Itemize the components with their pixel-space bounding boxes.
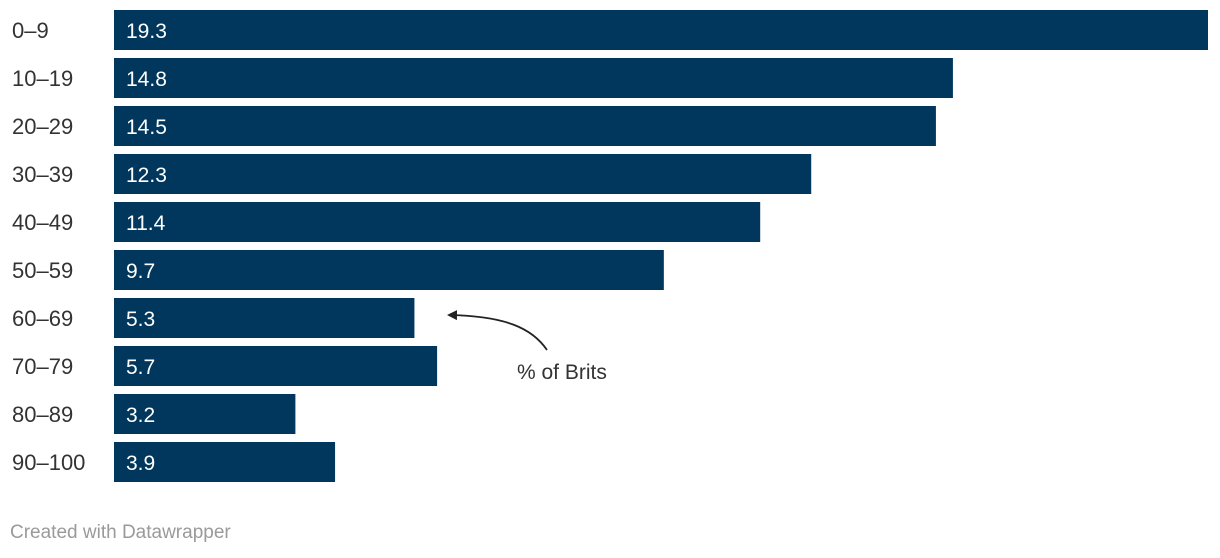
bar-value-label: 9.7 — [126, 260, 155, 283]
bar-chart: 0–9 19.3 10–19 14.8 20–29 14.5 30–39 12.3 40–49 1… — [12, 10, 1208, 482]
category-label: 70–79 — [12, 354, 73, 379]
annotation-label: % of Brits — [517, 361, 607, 384]
bar-value-label: 5.3 — [126, 308, 155, 331]
category-label: 40–49 — [12, 210, 73, 235]
category-label: 30–39 — [12, 162, 73, 187]
bar — [114, 442, 336, 482]
bar — [114, 250, 664, 290]
bar — [114, 346, 438, 386]
bar — [114, 10, 1208, 50]
bar-value-label: 19.3 — [126, 20, 167, 43]
bar-value-label: 5.7 — [126, 356, 155, 379]
category-label: 80–89 — [12, 402, 73, 427]
category-label: 10–19 — [12, 66, 73, 91]
bar — [114, 202, 761, 242]
category-label: 50–59 — [12, 258, 73, 283]
bar — [114, 106, 936, 146]
bar — [114, 154, 812, 194]
category-label: 0–9 — [12, 18, 49, 43]
bars-layer: 0–9 19.3 10–19 14.8 20–29 14.5 30–39 12.3 40–49 1… — [12, 10, 1208, 482]
category-label: 60–69 — [12, 306, 73, 331]
bar-value-label: 14.8 — [126, 68, 167, 91]
category-label: 20–29 — [12, 114, 73, 139]
bar-value-label: 11.4 — [126, 212, 166, 235]
bar-value-label: 3.9 — [126, 452, 155, 475]
bar-value-label: 12.3 — [126, 164, 167, 187]
bar — [114, 394, 296, 434]
bar — [114, 298, 415, 338]
footer-credit: Created with Datawrapper — [10, 522, 231, 543]
annotation-arrow — [447, 310, 548, 351]
bar — [114, 58, 953, 98]
bar-value-label: 14.5 — [126, 116, 167, 139]
category-label: 90–100 — [12, 450, 85, 475]
bar-value-label: 3.2 — [126, 404, 155, 427]
